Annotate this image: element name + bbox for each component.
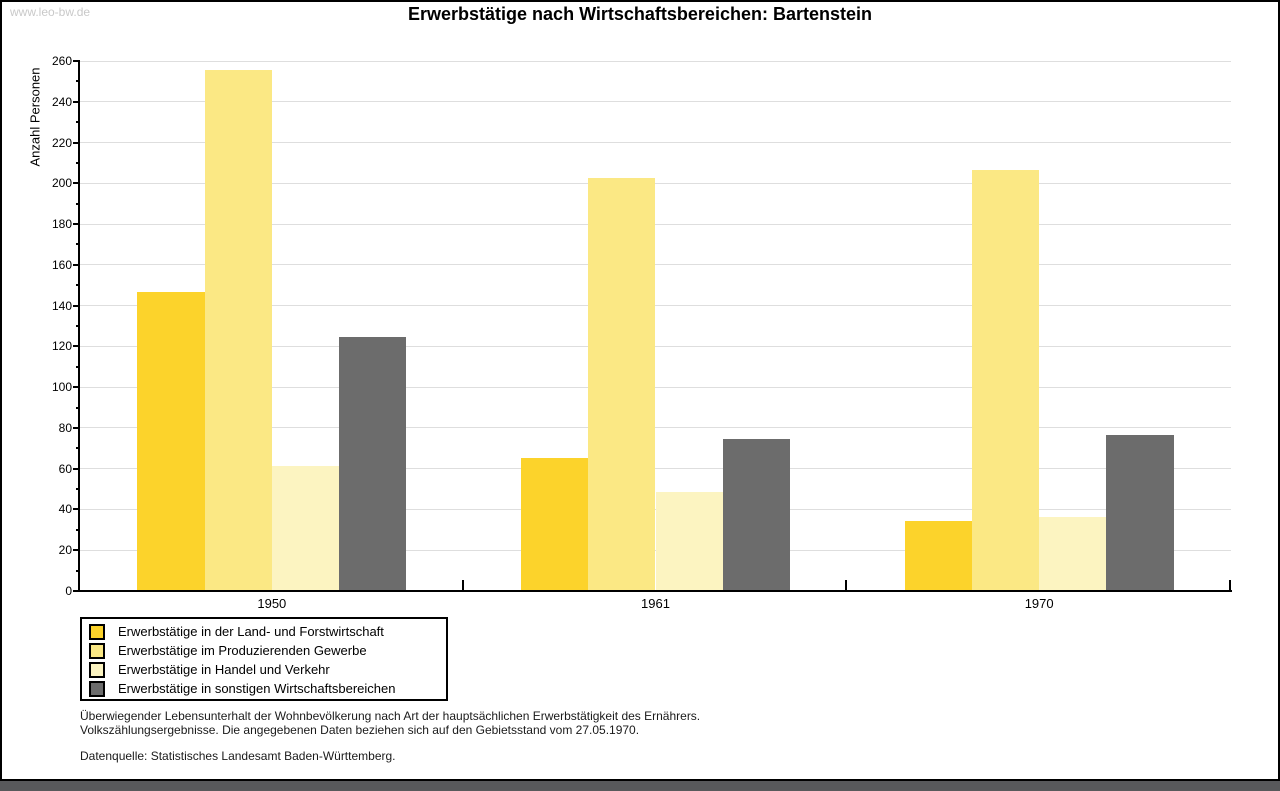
- bar-1950-series-1: [137, 292, 205, 590]
- gridline-260: [80, 60, 1231, 62]
- y-major-tick-100: [73, 386, 80, 389]
- gridline-100: [80, 386, 1231, 388]
- y-tick-label-60: 60: [58, 461, 72, 476]
- legend-swatch-1: [89, 623, 105, 640]
- x-tick-label-1961: 1961: [641, 596, 670, 611]
- gridline-140: [80, 305, 1231, 307]
- gridline-180: [80, 223, 1231, 225]
- x-tick-label-1950: 1950: [257, 596, 287, 611]
- y-tick-label-40: 40: [58, 502, 72, 517]
- bar-1961-series-3: [655, 492, 723, 590]
- y-major-tick-20: [73, 549, 80, 552]
- window-bottom-bar: [0, 779, 1280, 791]
- y-tick-label-160: 160: [51, 257, 72, 272]
- legend-label-4: Erwerbstätige in sonstigen Wirtschaftsbe…: [118, 681, 396, 696]
- bar-1950-series-4: [339, 337, 407, 590]
- y-tick-label-0: 0: [65, 584, 72, 598]
- legend-swatch-4: [89, 680, 105, 697]
- legend-item-2: Erwerbstätige im Produzierenden Gewerbe: [89, 641, 446, 660]
- y-tick-label-20: 20: [58, 543, 72, 558]
- gridline-120: [80, 345, 1231, 347]
- y-major-tick-60: [73, 467, 80, 470]
- legend-label-1: Erwerbstätige in der Land- und Forstwirt…: [118, 624, 384, 639]
- y-major-tick-40: [73, 508, 80, 511]
- x-axis-line: [78, 590, 1232, 592]
- y-major-tick-160: [73, 263, 80, 266]
- y-tick-label-140: 140: [51, 298, 72, 313]
- legend-swatch-2: [89, 642, 105, 659]
- gridline-220: [80, 142, 1231, 144]
- y-tick-label-100: 100: [51, 380, 72, 395]
- legend-item-4: Erwerbstätige in sonstigen Wirtschaftsbe…: [89, 679, 446, 698]
- y-tick-label-200: 200: [51, 176, 72, 191]
- chart-legend: Erwerbstätige in der Land- und Forstwirt…: [80, 617, 448, 701]
- y-tick-label-240: 240: [51, 94, 72, 109]
- gridline-60: [80, 468, 1231, 470]
- legend-label-2: Erwerbstätige im Produzierenden Gewerbe: [118, 643, 367, 658]
- bar-1950-series-3: [271, 465, 340, 590]
- data-source-line: Datenquelle: Statistisches Landesamt Bad…: [80, 749, 396, 763]
- y-major-tick-80: [73, 426, 80, 429]
- x-tick-label-1970: 1970: [1024, 596, 1054, 611]
- bar-1950-series-2: [204, 70, 272, 590]
- bar-1970-series-1: [904, 520, 972, 590]
- gridline-80: [80, 427, 1231, 429]
- bar-1970-series-3: [1039, 516, 1107, 590]
- y-tick-label-80: 80: [58, 420, 72, 435]
- legend-label-3: Erwerbstätige in Handel und Verkehr: [118, 662, 330, 677]
- gridline-240: [80, 101, 1231, 103]
- bar-1970-series-4: [1106, 435, 1174, 590]
- footnote-line-2: Volkszählungsergebnisse. Die angegebenen…: [80, 723, 640, 737]
- leo-bw-watermark: www.leo-bw.de: [10, 5, 91, 19]
- gridline-160: [80, 264, 1231, 266]
- bar-1961-series-4: [722, 439, 791, 590]
- y-major-tick-200: [73, 182, 80, 185]
- y-major-tick-0: [73, 590, 80, 592]
- gridline-200: [80, 182, 1231, 184]
- y-major-tick-240: [73, 100, 80, 103]
- x-boundary-tick-3: [1229, 580, 1231, 590]
- y-tick-label-260: 260: [51, 54, 72, 68]
- y-major-tick-220: [73, 141, 80, 144]
- y-tick-label-120: 120: [51, 339, 72, 354]
- x-boundary-tick-2: [845, 580, 848, 590]
- legend-item-1: Erwerbstätige in der Land- und Forstwirt…: [89, 622, 446, 641]
- y-major-tick-140: [73, 304, 80, 307]
- bar-1970-series-2: [971, 170, 1040, 590]
- legend-item-3: Erwerbstätige in Handel und Verkehr: [89, 660, 446, 679]
- x-boundary-tick-1: [461, 580, 464, 590]
- y-major-tick-260: [73, 60, 80, 62]
- y-tick-label-180: 180: [51, 217, 72, 232]
- bar-1961-series-1: [520, 457, 589, 590]
- y-major-tick-180: [73, 223, 80, 226]
- y-tick-label-220: 220: [51, 135, 72, 150]
- y-axis-line: [78, 60, 80, 592]
- footnote-line-1: Überwiegender Lebensunterhalt der Wohnbe…: [80, 709, 701, 723]
- chart-title: Erwerbstätige nach Wirtschaftsbereichen:…: [408, 4, 872, 24]
- bar-1961-series-2: [588, 178, 656, 590]
- legend-swatch-3: [89, 661, 105, 678]
- y-major-tick-120: [73, 345, 80, 348]
